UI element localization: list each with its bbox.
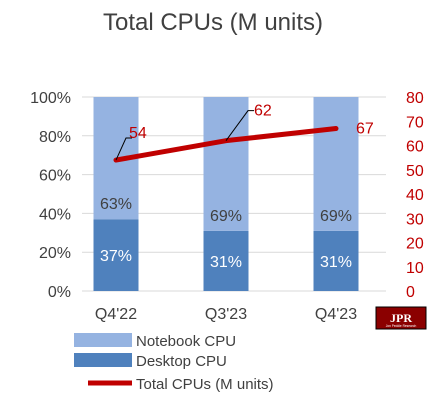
y-right-tick-label: 10 (406, 260, 424, 277)
bar-desktop-label: 37% (100, 248, 132, 265)
bar-desktop (93, 219, 139, 291)
y-right-tick-label: 30 (406, 211, 424, 228)
bar-notebook (203, 97, 249, 231)
line-group: 54 62 67 (113, 103, 374, 163)
line-label-leader (225, 110, 254, 141)
bar-desktop (313, 230, 359, 291)
x-category-label: Q3'23 (205, 306, 247, 323)
x-category-label: Q4'22 (95, 306, 137, 323)
legend-swatch-notebook (74, 333, 132, 347)
y-left-tick-label: 60% (39, 168, 71, 185)
legend-label-total: Total CPUs (M units) (136, 376, 274, 393)
line-value-label: 54 (129, 125, 147, 142)
line-label-leader (115, 137, 132, 161)
y-left-tick-label: 40% (39, 206, 71, 223)
x-category-label: Q4'23 (315, 306, 357, 323)
logo-subtext: Jon Peddie Research (386, 324, 417, 328)
y-right-tick-label: 20 (406, 236, 424, 253)
y-left-tick-label: 0% (48, 284, 71, 301)
y-left-tick-label: 20% (39, 245, 71, 262)
legend-swatch-desktop (74, 353, 132, 367)
bar-notebook-label: 69% (210, 208, 242, 225)
legend-label-desktop: Desktop CPU (136, 353, 227, 370)
chart-title: Total CPUs (M units) (103, 9, 323, 36)
y-right-tick-label: 50 (406, 163, 424, 180)
bar-desktop-label: 31% (320, 254, 352, 271)
y-right-tick-label: 80 (406, 90, 424, 107)
bar-desktop (203, 230, 249, 291)
jpr-logo: JPR Jon Peddie Research (375, 306, 427, 330)
y-left-tick-label: 100% (30, 90, 71, 107)
axes-group: 0% 20% 40% 60% 80% 100% 0 10 20 30 40 50 60 70 80 Q4'22… (30, 90, 424, 323)
y-left-tick-label: 80% (39, 129, 71, 146)
bar-notebook-label: 69% (320, 208, 352, 225)
line-value-label: 67 (356, 121, 374, 138)
line-value-label: 62 (254, 103, 272, 120)
bar-notebook-label: 63% (100, 196, 132, 213)
bars-group: 37% 63% 31% 69% 31% 69% (93, 97, 359, 291)
legend-label-notebook: Notebook CPU (136, 333, 236, 350)
bar-desktop-label: 31% (210, 254, 242, 271)
legend: Notebook CPU Desktop CPU Total CPUs (M uni… (74, 333, 274, 393)
y-right-tick-label: 70 (406, 114, 424, 131)
y-right-tick-label: 60 (406, 139, 424, 156)
y-right-tick-label: 40 (406, 187, 424, 204)
logo-box (375, 306, 427, 330)
logo-text: JPR (390, 311, 412, 325)
bar-notebook (313, 97, 359, 231)
y-right-tick-label: 0 (406, 284, 415, 301)
